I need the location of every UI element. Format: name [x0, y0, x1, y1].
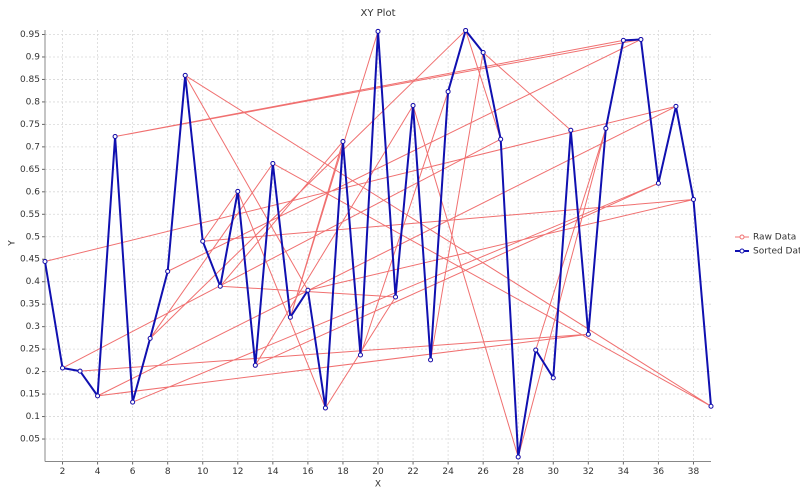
data-point — [235, 188, 241, 194]
data-point — [217, 283, 223, 289]
chart-title: XY Plot — [361, 8, 396, 19]
x-tick-label: 16 — [302, 467, 314, 477]
y-tick-label: 0.2 — [26, 367, 40, 377]
x-tick-label: 14 — [267, 467, 279, 477]
data-point — [445, 89, 451, 95]
data-point — [42, 258, 48, 264]
x-tick-label: 22 — [407, 467, 418, 477]
x-tick-label: 36 — [653, 467, 665, 477]
data-point — [77, 368, 83, 374]
legend-label: Sorted Data — [753, 247, 800, 257]
y-axis-label: Y — [8, 240, 18, 247]
x-tick-label: 10 — [197, 467, 209, 477]
y-tick-label: 0.3 — [26, 322, 40, 332]
data-point — [60, 365, 66, 371]
x-tick-label: 8 — [165, 467, 171, 477]
data-point — [690, 196, 696, 202]
data-point — [410, 103, 416, 109]
y-tick-label: 0.75 — [20, 120, 40, 130]
x-tick-label: 18 — [337, 467, 349, 477]
x-tick-label: 4 — [95, 467, 101, 477]
y-tick-label: 0.4 — [26, 277, 41, 287]
data-point — [340, 138, 346, 144]
data-point — [620, 37, 626, 43]
y-tick-label: 0.7 — [26, 142, 40, 152]
x-tick-label: 12 — [232, 467, 243, 477]
y-tick-label: 0.45 — [20, 255, 40, 265]
x-tick-label: 34 — [618, 467, 630, 477]
data-point — [112, 134, 118, 140]
data-point — [550, 375, 556, 381]
x-tick-label: 24 — [442, 467, 454, 477]
data-point — [182, 72, 188, 78]
y-tick-label: 0.8 — [26, 97, 41, 107]
data-point — [585, 331, 591, 337]
legend-marker — [739, 234, 745, 240]
data-point — [708, 403, 714, 409]
y-tick-label: 0.1 — [26, 412, 40, 422]
y-tick-label: 0.85 — [20, 75, 40, 85]
legend-marker — [739, 248, 745, 254]
data-point — [357, 352, 363, 358]
y-tick-label: 0.9 — [26, 52, 41, 62]
data-point — [515, 454, 521, 460]
x-tick-label: 32 — [583, 467, 594, 477]
data-point — [95, 393, 101, 399]
data-point — [428, 357, 434, 363]
y-tick-label: 0.95 — [20, 30, 40, 40]
data-point — [322, 405, 328, 411]
data-point — [498, 136, 504, 142]
data-point — [200, 238, 206, 244]
y-tick-label: 0.5 — [26, 232, 40, 242]
x-tick-label: 28 — [512, 467, 524, 477]
data-point — [603, 125, 609, 131]
data-point — [568, 127, 574, 133]
x-axis-label: X — [375, 480, 381, 490]
data-point — [375, 28, 381, 34]
data-point — [252, 362, 258, 368]
x-tick-label: 6 — [130, 467, 136, 477]
x-tick-label: 38 — [688, 467, 700, 477]
data-point — [655, 180, 661, 186]
legend-label: Raw Data — [753, 233, 796, 243]
data-point — [480, 49, 486, 55]
data-point — [393, 294, 399, 300]
y-tick-label: 0.35 — [20, 300, 40, 310]
data-point — [463, 27, 469, 33]
x-tick-label: 20 — [372, 467, 384, 477]
y-tick-label: 0.05 — [20, 435, 40, 445]
data-point — [287, 314, 293, 320]
data-point — [638, 36, 644, 42]
data-point — [270, 160, 276, 166]
data-point — [533, 347, 539, 353]
x-tick-label: 26 — [477, 467, 489, 477]
data-point — [130, 399, 136, 405]
data-point — [147, 335, 153, 341]
y-tick-label: 0.6 — [26, 187, 41, 197]
y-tick-label: 0.25 — [20, 345, 40, 355]
data-point — [305, 287, 311, 293]
data-point — [165, 268, 171, 274]
x-tick-label: 2 — [60, 467, 66, 477]
y-tick-label: 0.15 — [20, 390, 40, 400]
x-tick-label: 30 — [548, 467, 560, 477]
data-point — [673, 103, 679, 109]
y-tick-label: 0.55 — [20, 210, 40, 220]
y-tick-label: 0.65 — [20, 165, 40, 175]
